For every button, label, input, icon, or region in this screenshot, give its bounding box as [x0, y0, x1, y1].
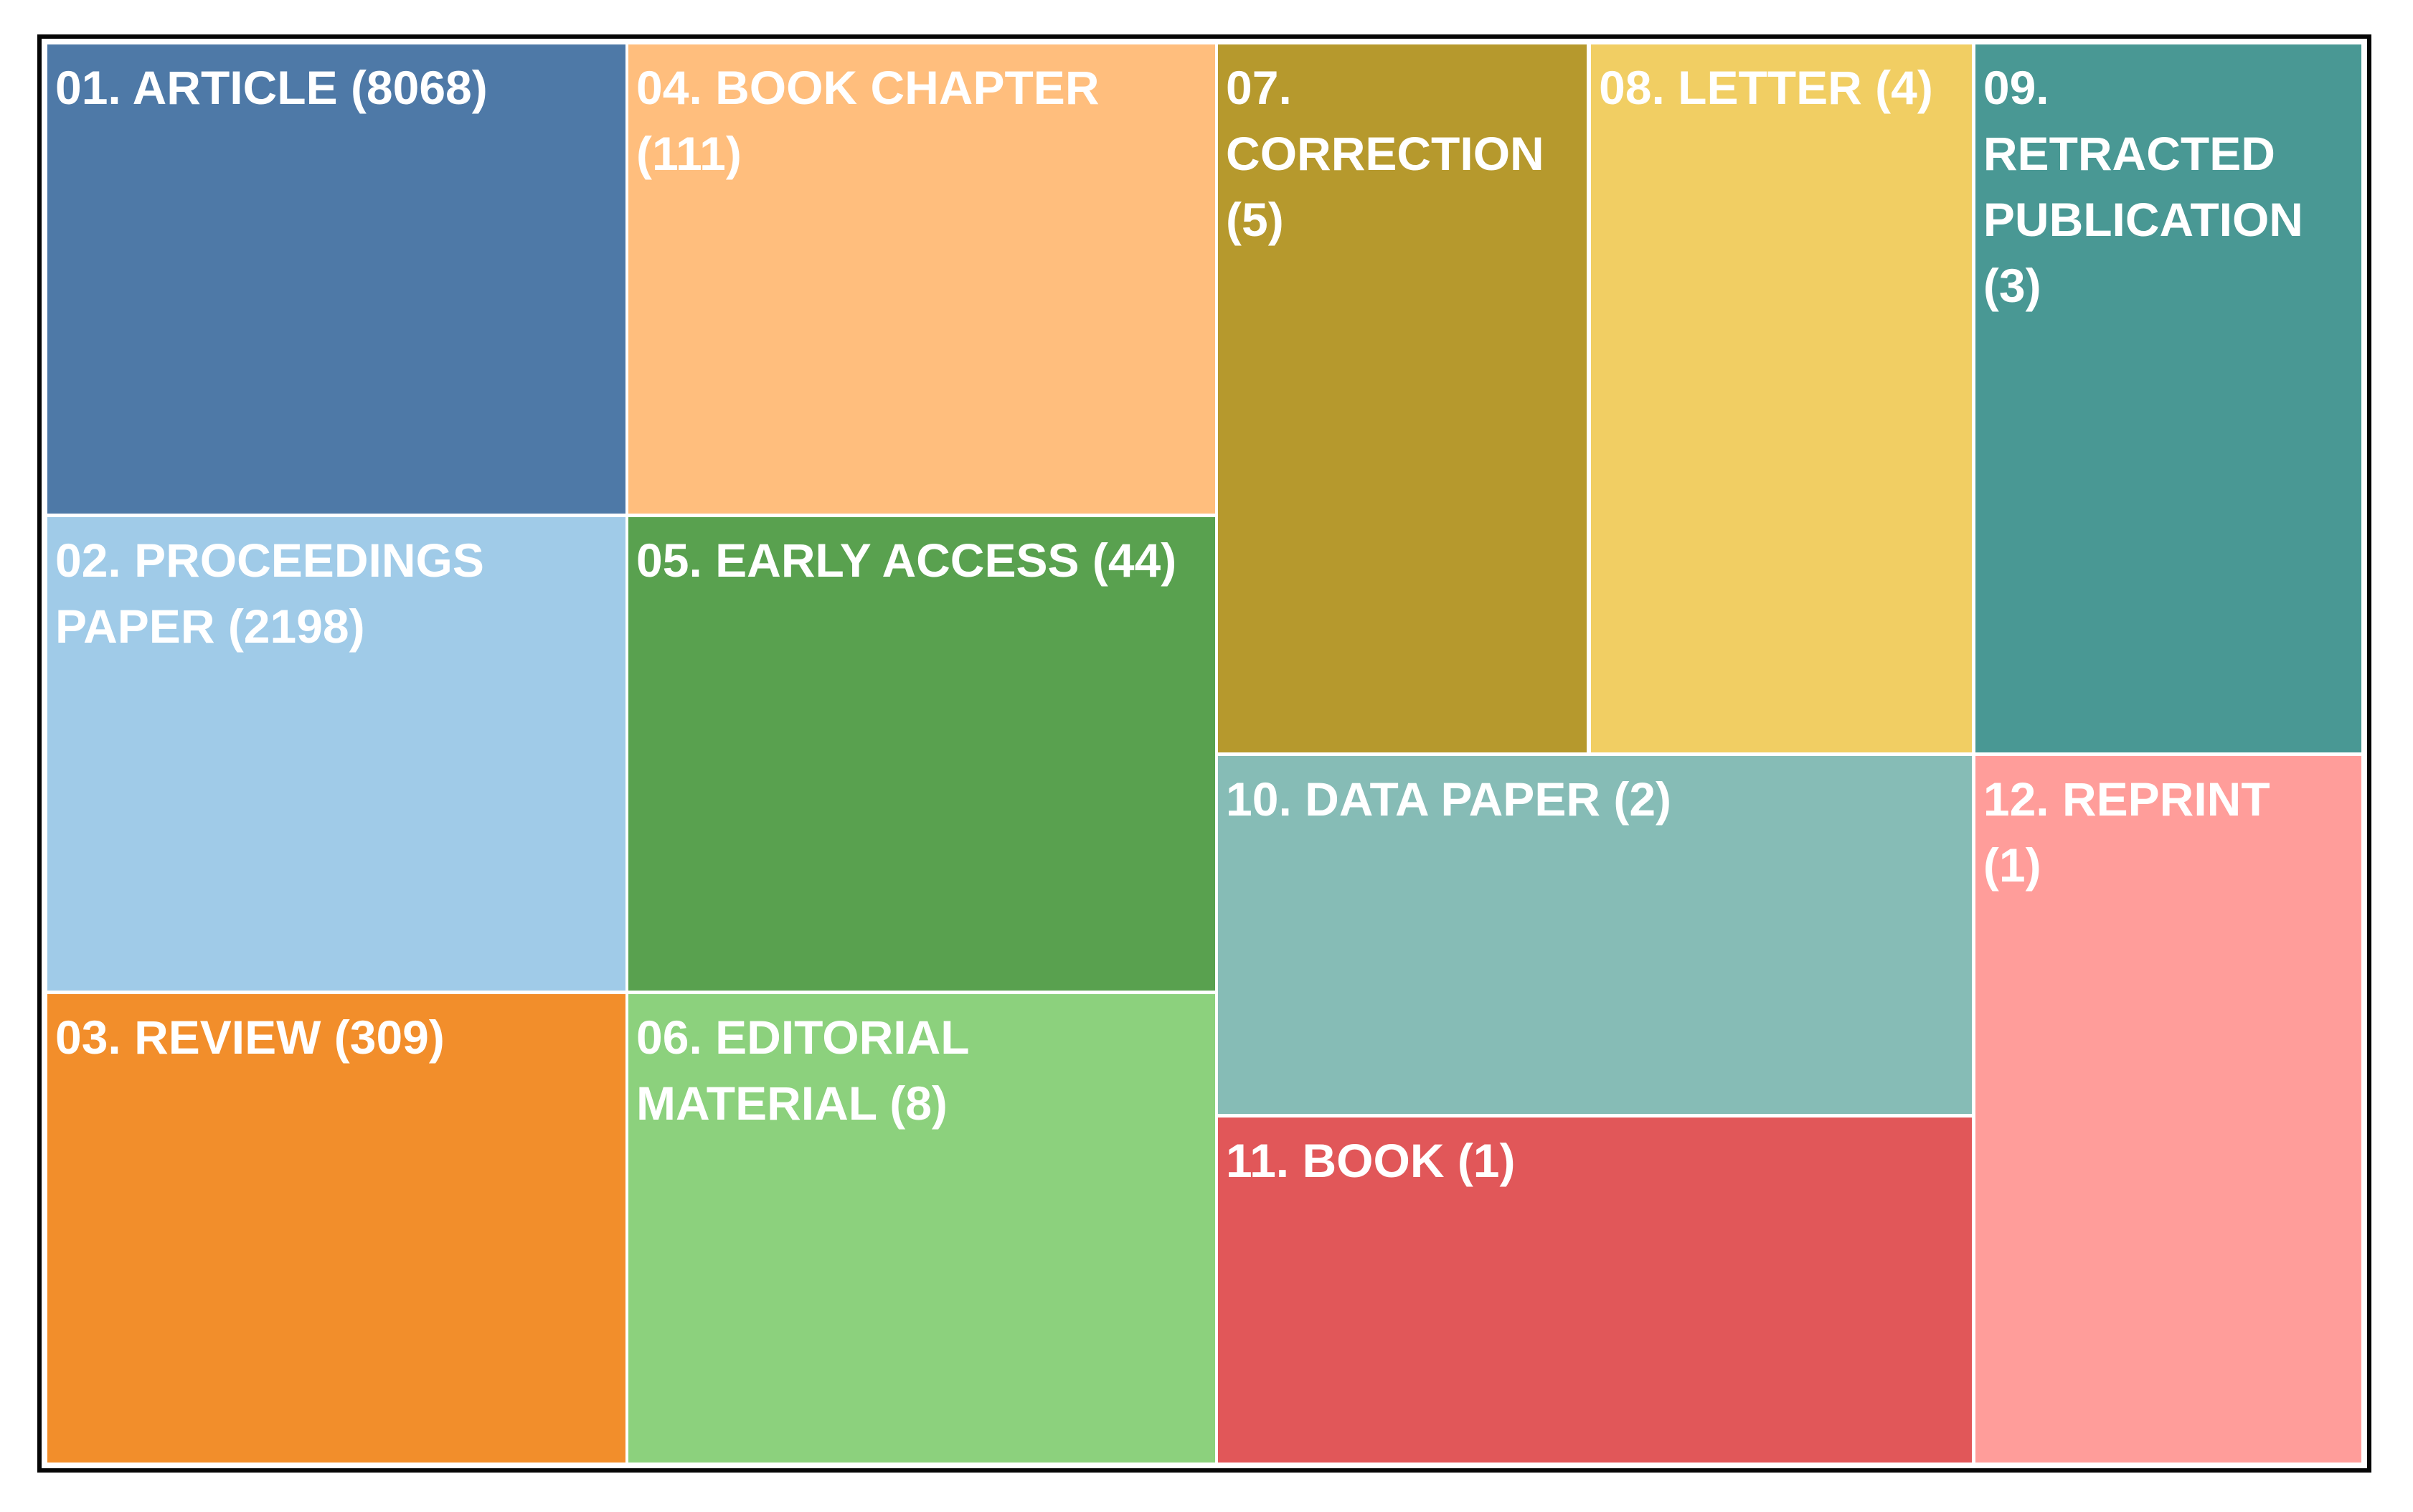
tile-label-article: 01. ARTICLE (8068)	[55, 61, 488, 114]
treemap-tile-correction[interactable]: 07. CORRECTION (5)	[1218, 44, 1587, 752]
tile-label-correction: 07. CORRECTION (5)	[1226, 61, 1544, 246]
treemap-tile-data-paper[interactable]: 10. DATA PAPER (2)	[1218, 756, 1973, 1115]
tile-label-proceedings-paper: 02. PROCEEDINGS PAPER (2198)	[55, 533, 484, 653]
treemap-tile-review[interactable]: 03. REVIEW (309)	[47, 993, 626, 1463]
tile-label-letter: 08. LETTER (4)	[1599, 61, 1933, 114]
tile-label-book: 11. BOOK (1)	[1226, 1133, 1516, 1187]
tile-label-reprint: 12. REPRINT (1)	[1983, 772, 2270, 892]
treemap-tile-article[interactable]: 01. ARTICLE (8068)	[47, 44, 626, 514]
tile-label-data-paper: 10. DATA PAPER (2)	[1226, 772, 1672, 826]
treemap-tile-book[interactable]: 11. BOOK (1)	[1218, 1117, 1973, 1463]
treemap-document-types: 01. ARTICLE (8068) 02. PROCEEDINGS PAPER…	[47, 44, 2361, 1463]
tile-label-review: 03. REVIEW (309)	[55, 1010, 445, 1064]
treemap-tile-book-chapter[interactable]: 04. BOOK CHAPTER (111)	[628, 44, 1216, 514]
treemap-tile-retracted-publication[interactable]: 09. RETRACTED PUBLICATION (3)	[1975, 44, 2361, 752]
chart-frame: 01. ARTICLE (8068) 02. PROCEEDINGS PAPER…	[37, 34, 2371, 1473]
tile-label-early-access: 05. EARLY ACCESS (44)	[636, 533, 1177, 587]
treemap-tile-proceedings-paper[interactable]: 02. PROCEEDINGS PAPER (2198)	[47, 516, 626, 991]
tile-label-editorial-material: 06. EDITORIAL MATERIAL (8)	[636, 1010, 970, 1130]
treemap-tile-early-access[interactable]: 05. EARLY ACCESS (44)	[628, 516, 1216, 991]
treemap-tile-editorial-material[interactable]: 06. EDITORIAL MATERIAL (8)	[628, 993, 1216, 1463]
tile-label-retracted-publication: 09. RETRACTED PUBLICATION (3)	[1983, 61, 2303, 312]
tile-label-book-chapter: 04. BOOK CHAPTER (111)	[636, 61, 1100, 180]
treemap-tile-reprint[interactable]: 12. REPRINT (1)	[1975, 756, 2361, 1463]
treemap-tile-letter[interactable]: 08. LETTER (4)	[1591, 44, 1973, 752]
